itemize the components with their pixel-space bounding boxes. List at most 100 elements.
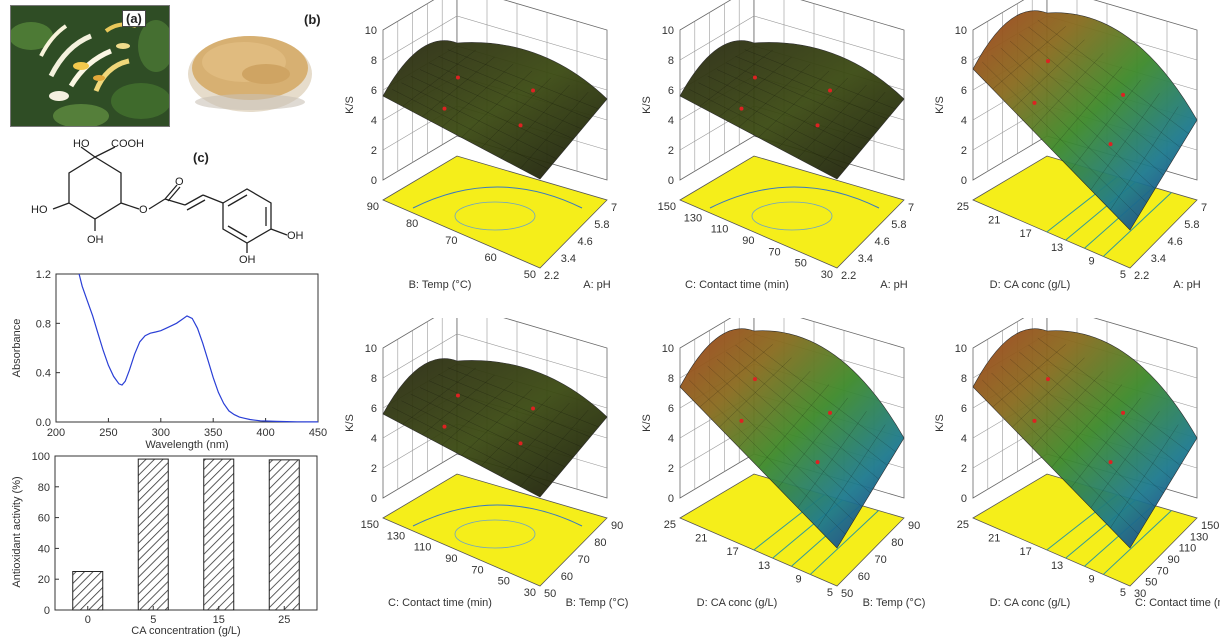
surface-x-tick-label: 4.6 xyxy=(1168,236,1183,248)
surface-z-axis-label: K/S xyxy=(641,96,653,114)
surface-z-tick-label: 0 xyxy=(371,175,377,187)
contour-line xyxy=(1102,510,1172,575)
surface-x-tick-label: 5.8 xyxy=(1184,219,1199,231)
surface-z-tick-label: 4 xyxy=(668,115,674,127)
surface-y-tick-label: 130 xyxy=(684,212,702,224)
surface-z-axis-label: K/S xyxy=(641,414,653,432)
surface-y-tick-label: 90 xyxy=(445,553,457,565)
design-point xyxy=(455,75,460,80)
surface-z-tick-label: 2 xyxy=(371,463,377,475)
surface-x-tick-label: 60 xyxy=(561,571,573,583)
surface-z-axis-label: K/S xyxy=(344,414,356,432)
surface-x-tick-label: 30 xyxy=(1134,588,1146,600)
surface-z-tick-label: 10 xyxy=(365,25,377,37)
surface-y-tick-label: 80 xyxy=(406,218,418,230)
surface-z-tick-label: 8 xyxy=(371,55,377,67)
structure-oh-bottom: OH xyxy=(87,234,104,246)
panel-label-b: (b) xyxy=(304,12,321,27)
surface-x-tick-label: 7 xyxy=(611,202,617,214)
surface-z-tick-label: 10 xyxy=(662,343,674,355)
surface-y-tick-label: 17 xyxy=(1020,546,1032,558)
surface-y-tick-label: 130 xyxy=(387,530,405,542)
surface-z-tick-label: 0 xyxy=(961,493,967,505)
contour-line xyxy=(1102,192,1172,257)
absorbance-y-tick-label: 0.4 xyxy=(36,368,51,380)
structure-o-ester: O xyxy=(139,204,148,216)
surface-mesh-line xyxy=(520,409,589,487)
surface-x-axis-label: A: pH xyxy=(1173,279,1201,291)
bar-25 xyxy=(268,459,300,611)
surface-z-tick-label: 10 xyxy=(662,25,674,37)
surface-y-axis-label: C: Contact time (min) xyxy=(388,597,492,609)
contour-floor xyxy=(679,155,905,269)
surface-z-tick-label: 2 xyxy=(668,463,674,475)
surface-mesh-line xyxy=(1110,424,1179,528)
surface-z-tick-label: 8 xyxy=(961,55,967,67)
surface-y-axis-label: D: CA conc (g/L) xyxy=(697,597,778,609)
surface-y-tick-label: 25 xyxy=(957,519,969,531)
surface-y-tick-label: 17 xyxy=(727,546,739,558)
response-surface-patch xyxy=(679,40,905,180)
absorbance-x-tick-label: 300 xyxy=(152,427,170,439)
surface-x-tick-label: 90 xyxy=(908,520,920,532)
contour-floor xyxy=(382,473,608,587)
surface-y-tick-label: 110 xyxy=(711,224,729,236)
surface-x-tick-label: 90 xyxy=(1168,554,1180,566)
surface-y-tick-label: 9 xyxy=(1088,255,1094,267)
contour-line xyxy=(809,510,879,575)
surface-x-tick-label: 70 xyxy=(875,554,887,566)
surface-mesh-line xyxy=(797,84,867,159)
structure-oh-ring-1: OH xyxy=(287,230,304,242)
structure-o-carbonyl: O xyxy=(175,176,184,188)
design-point xyxy=(518,123,523,128)
surface-mesh-line xyxy=(1071,79,1141,170)
surface-x-tick-label: 60 xyxy=(858,571,870,583)
surface-y-axis-label: B: Temp (°C) xyxy=(409,279,472,291)
absorbance-x-tick-label: 200 xyxy=(47,427,65,439)
surface-x-tick-label: 5.8 xyxy=(594,219,609,231)
surface-z-tick-label: 2 xyxy=(371,145,377,157)
surface-mesh-line xyxy=(500,84,570,159)
surface-z-axis-label: K/S xyxy=(934,414,946,432)
surface-y-tick-label: 21 xyxy=(988,533,1000,545)
design-point xyxy=(739,418,744,423)
design-point xyxy=(752,377,757,382)
surface-y-tick-label: 50 xyxy=(524,269,536,281)
surface-mesh-line xyxy=(500,402,570,477)
contour-line xyxy=(412,186,583,209)
surface-y-tick-label: 25 xyxy=(664,519,676,531)
design-point xyxy=(1121,410,1126,415)
bar-15 xyxy=(203,458,235,611)
response-surface-patch xyxy=(972,10,1198,231)
surface-mesh-line xyxy=(1009,358,1164,494)
surface-z-tick-label: 6 xyxy=(668,85,674,97)
surface-mesh-line xyxy=(735,344,888,466)
response-surface-patch xyxy=(382,40,608,180)
surface-z-tick-label: 4 xyxy=(371,115,377,127)
surface-y-tick-label: 17 xyxy=(1020,228,1032,240)
surface-z-tick-label: 4 xyxy=(371,433,377,445)
honeysuckle-photo xyxy=(10,5,170,127)
bar-x-tick-label: 15 xyxy=(213,614,225,626)
design-point xyxy=(752,75,757,80)
surface-z-tick-label: 6 xyxy=(961,403,967,415)
surface-y-axis-label: D: CA conc (g/L) xyxy=(990,597,1071,609)
contour-line xyxy=(751,201,833,231)
response-surface-1: 0 2 4 6 8 10 K/S 90 80 70 60 50 2.23.44.65.87 B: Temp… xyxy=(344,0,617,291)
surface-z-tick-label: 8 xyxy=(961,373,967,385)
absorbance-y-tick-label: 0.0 xyxy=(36,417,51,429)
surface-mesh-line xyxy=(438,56,591,120)
surface-x-axis-label: A: pH xyxy=(880,279,908,291)
surface-x-tick-label: 150 xyxy=(1201,520,1219,532)
design-point xyxy=(739,106,744,111)
surface-z-axis-label: K/S xyxy=(344,96,356,114)
design-point xyxy=(442,106,447,111)
surface-z-tick-label: 8 xyxy=(668,373,674,385)
response-surface-5: 0 2 4 6 8 10 K/S 25 21 17 13 9 5 50 60 70 80 90 D: CA conc… xyxy=(641,318,925,609)
chlorogenic-acid-structure: HO COOH HO OH O O OH OH xyxy=(31,138,304,265)
surface-mesh-line xyxy=(778,77,848,148)
surface-x-tick-label: 4.6 xyxy=(578,236,593,248)
surface-x-tick-label: 2.2 xyxy=(544,270,559,282)
design-point xyxy=(828,410,833,415)
surface-mesh-line xyxy=(447,367,599,428)
